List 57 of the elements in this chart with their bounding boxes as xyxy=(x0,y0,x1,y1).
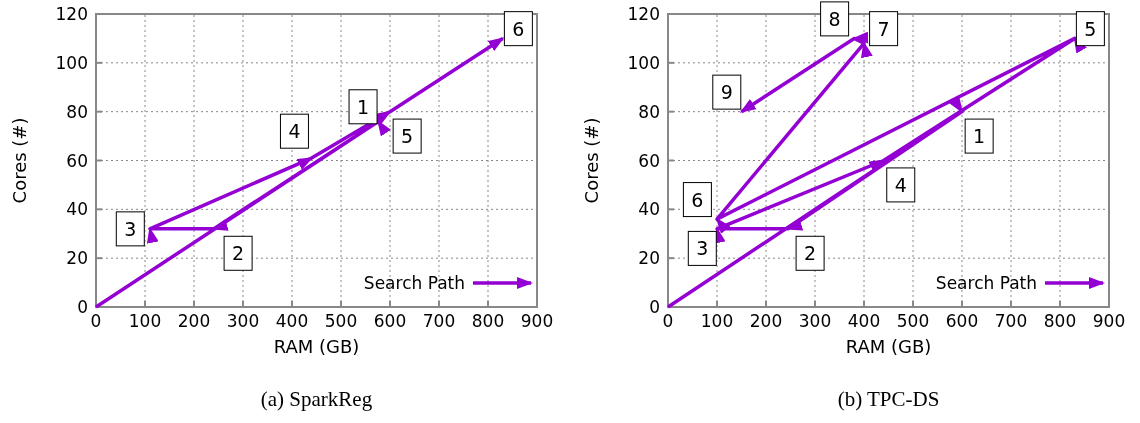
y-tick-label: 0 xyxy=(649,297,660,317)
x-tick-label: 300 xyxy=(226,311,260,331)
y-tick-label: 60 xyxy=(66,150,88,171)
x-tick-label: 0 xyxy=(662,311,674,331)
x-tick-label: 200 xyxy=(749,311,783,331)
y-tick-label: 40 xyxy=(638,199,660,220)
y-tick-label: 20 xyxy=(638,248,660,269)
x-tick-label: 700 xyxy=(422,311,456,331)
y-tick-label: 120 xyxy=(55,4,88,24)
y-tick-label: 100 xyxy=(55,52,88,73)
annotation: 5 xyxy=(1084,17,1097,40)
annotation: 3 xyxy=(696,237,709,260)
x-tick-label: 100 xyxy=(700,311,734,331)
x-tick-label: 200 xyxy=(177,311,211,331)
y-tick-label: 80 xyxy=(638,101,660,122)
x-tick-label: 500 xyxy=(896,311,930,331)
x-tick-label: 600 xyxy=(373,311,407,331)
annotation: 6 xyxy=(691,188,704,211)
annotation: 1 xyxy=(357,95,370,118)
annotation: 4 xyxy=(288,120,301,143)
annotation: 6 xyxy=(512,17,525,40)
y-axis-title: Cores (#) xyxy=(9,117,30,204)
x-tick-label: 800 xyxy=(471,311,505,331)
y-tick-label: 0 xyxy=(77,297,88,317)
legend-label: Search Path xyxy=(935,273,1037,293)
x-axis-title: RAM (GB) xyxy=(845,336,932,357)
annotation: 2 xyxy=(804,242,817,265)
x-tick-label: 900 xyxy=(520,311,554,331)
x-tick-label: 400 xyxy=(275,311,309,331)
x-tick-label: 500 xyxy=(324,311,358,331)
y-tick-label: 100 xyxy=(627,52,660,73)
x-tick-label: 700 xyxy=(994,311,1028,331)
annotation: 9 xyxy=(720,81,733,104)
x-tick-label: 400 xyxy=(847,311,881,331)
annotation: 1 xyxy=(973,125,986,148)
y-tick-label: 80 xyxy=(66,101,88,122)
text: (b) TPC-DS xyxy=(837,387,940,411)
x-tick-label: 800 xyxy=(1043,311,1077,331)
x-tick-label: 600 xyxy=(945,311,979,331)
legend-label: Search Path xyxy=(363,273,465,293)
text: (a) SparkReg xyxy=(260,387,373,411)
y-tick-label: 40 xyxy=(66,199,88,220)
y-tick-label: 120 xyxy=(627,4,660,24)
annotation: 2 xyxy=(232,242,245,265)
annotation: 8 xyxy=(828,7,841,30)
y-axis-title: Cores (#) xyxy=(581,117,602,204)
annotation: 5 xyxy=(401,125,414,148)
annotation: 7 xyxy=(877,17,890,40)
x-axis-title: RAM (GB) xyxy=(273,336,360,357)
y-tick-label: 20 xyxy=(66,248,88,269)
x-tick-label: 900 xyxy=(1092,311,1126,331)
x-tick-label: 100 xyxy=(128,311,162,331)
x-tick-label: 300 xyxy=(798,311,832,331)
y-tick-label: 60 xyxy=(638,150,660,171)
x-tick-label: 0 xyxy=(90,311,102,331)
annotation: 3 xyxy=(124,217,137,240)
annotation: 4 xyxy=(894,173,907,196)
